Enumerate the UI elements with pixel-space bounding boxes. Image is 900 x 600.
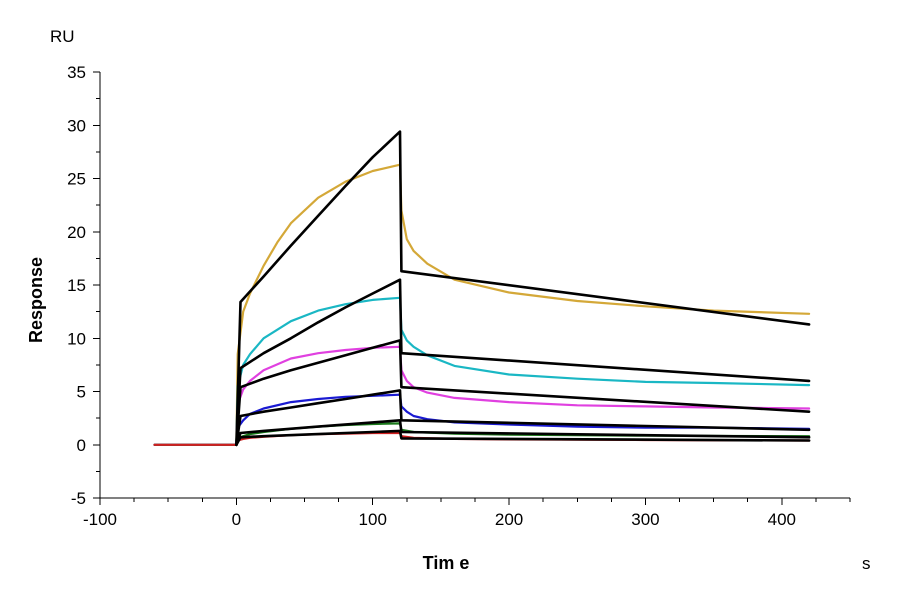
x-axis-title: Tim e — [423, 553, 470, 573]
y-tick-label: 10 — [67, 329, 86, 348]
series-curve-1 — [153, 163, 811, 446]
x-tick-label: 100 — [359, 510, 387, 529]
series-curves — [153, 163, 811, 446]
fit-curve-4 — [235, 389, 811, 447]
x-tick-label: -100 — [83, 510, 117, 529]
x-tick-label: 0 — [232, 510, 241, 529]
y-tick-label: 0 — [77, 436, 86, 455]
y-tick-label: 25 — [67, 170, 86, 189]
x-unit-label: s — [862, 554, 871, 573]
fit-curve-2 — [235, 278, 811, 447]
fit-curves — [235, 130, 811, 447]
x-ticks: -100 0 100 200 300 400 — [83, 498, 851, 529]
fit-curve-3 — [235, 339, 811, 447]
fit-curve-5 — [235, 419, 811, 447]
fit-curve-1 — [235, 130, 811, 447]
y-tick-label: 30 — [67, 116, 86, 135]
y-unit-label: RU — [50, 27, 75, 46]
x-tick-label: 400 — [768, 510, 796, 529]
fit-curve-6 — [235, 429, 811, 447]
y-ticks: -5 0 5 10 15 20 25 30 35 — [67, 63, 100, 508]
axes: -100 0 100 200 300 400 -5 0 5 10 15 20 25 30 35 — [67, 63, 851, 529]
y-tick-label: 35 — [67, 63, 86, 82]
y-tick-label: 15 — [67, 276, 86, 295]
y-axis-title: Response — [26, 257, 46, 343]
x-tick-label: 200 — [495, 510, 523, 529]
y-tick-label: 20 — [67, 223, 86, 242]
y-tick-label: 5 — [77, 383, 86, 402]
y-tick-label: -5 — [71, 489, 86, 508]
x-tick-label: 300 — [631, 510, 659, 529]
